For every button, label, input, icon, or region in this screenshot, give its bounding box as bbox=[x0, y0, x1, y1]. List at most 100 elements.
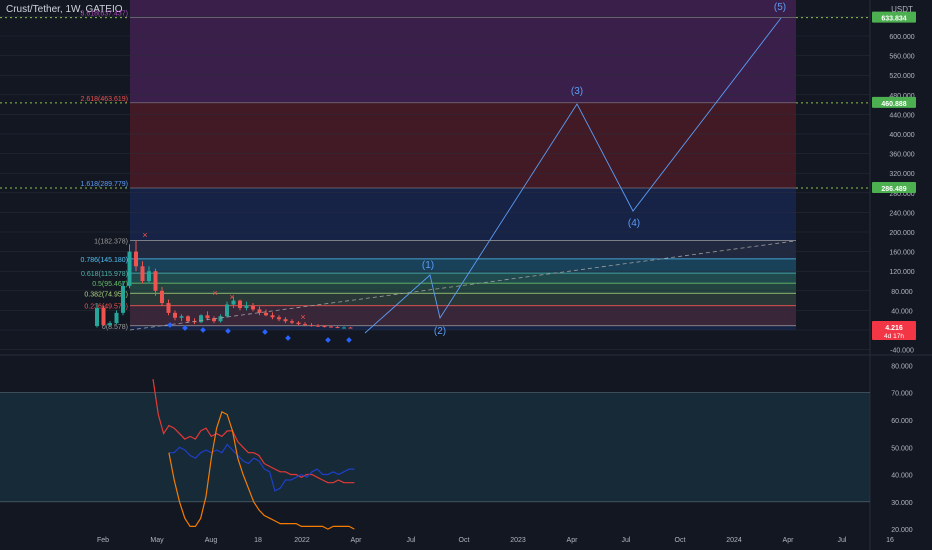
time-tick: Jul bbox=[622, 537, 631, 544]
sell-marker: × bbox=[229, 292, 234, 302]
band-red bbox=[130, 102, 796, 188]
sell-marker: × bbox=[212, 288, 217, 298]
time-tick: Apr bbox=[351, 537, 363, 544]
fib-level-label: 1(182.378) bbox=[94, 239, 128, 246]
fib-level-label: 0.786(145.180) bbox=[81, 257, 128, 264]
candle-body bbox=[290, 321, 294, 323]
candle-body bbox=[322, 326, 327, 328]
badge-current-bg bbox=[872, 320, 916, 340]
price-tick: 320.000 bbox=[889, 171, 914, 178]
osc-tick: 30.000 bbox=[891, 500, 913, 507]
retracement-band bbox=[130, 283, 796, 294]
wave-label: (1) bbox=[422, 260, 434, 271]
price-tick: 440.000 bbox=[889, 112, 914, 119]
candle-body bbox=[153, 271, 158, 291]
candle-body bbox=[134, 251, 138, 267]
osc-series bbox=[152, 379, 355, 484]
badge-level-5-bg bbox=[872, 11, 916, 23]
candle-body bbox=[179, 316, 184, 318]
candle-body bbox=[108, 323, 112, 326]
candle-body bbox=[270, 315, 275, 318]
candle-body bbox=[199, 315, 203, 323]
elliott-wave: (1) (2) (3) (4) (5) bbox=[364, 2, 786, 337]
fib-level-label: 0.618(115.978) bbox=[81, 271, 128, 278]
retracement-band bbox=[130, 305, 796, 326]
price-tick: 120.000 bbox=[889, 269, 914, 276]
buy-marker bbox=[285, 335, 291, 341]
osc-tick: 50.000 bbox=[891, 445, 913, 452]
buy-marker bbox=[325, 337, 331, 343]
time-tick: Jul bbox=[838, 537, 847, 544]
candle-body bbox=[101, 307, 106, 326]
time-tick: Aug bbox=[205, 537, 218, 544]
retracement-band bbox=[130, 273, 796, 284]
osc-tick: 20.000 bbox=[891, 527, 913, 534]
retracement-band bbox=[130, 240, 796, 259]
candle-body bbox=[173, 312, 177, 318]
candle-body bbox=[114, 312, 119, 324]
candle-body bbox=[303, 324, 307, 326]
retracement-band bbox=[130, 258, 796, 274]
candle-body bbox=[329, 326, 333, 328]
fib-extension-label: 1.618(289.779) bbox=[81, 181, 128, 188]
badge-countdown: 4d 17h bbox=[884, 333, 904, 340]
candle-body bbox=[251, 305, 255, 310]
badge-level-2-bg bbox=[872, 181, 916, 193]
candle-body bbox=[205, 315, 210, 319]
candle-body bbox=[147, 271, 151, 281]
candle-body bbox=[186, 316, 190, 322]
sell-marker: × bbox=[300, 312, 305, 322]
price-tick: 240.000 bbox=[889, 210, 914, 217]
candle-body bbox=[212, 318, 216, 322]
price-tick: 280.000 bbox=[889, 191, 914, 198]
wave-label: (4) bbox=[628, 218, 640, 229]
candle-body bbox=[296, 322, 301, 325]
time-tick: Apr bbox=[567, 537, 579, 544]
time-tick: 2024 bbox=[726, 537, 742, 544]
candle-body bbox=[140, 266, 145, 281]
candle-body bbox=[238, 300, 242, 308]
price-candles bbox=[95, 240, 797, 331]
buy-marker bbox=[346, 337, 352, 343]
fib-level-label: 0(8.578) bbox=[102, 324, 128, 331]
osc-tick: 80.000 bbox=[891, 363, 913, 370]
wave-path bbox=[364, 17, 782, 334]
fib-extension-bands bbox=[130, 0, 796, 330]
candle-body bbox=[283, 319, 288, 322]
price-tick: 200.000 bbox=[889, 230, 914, 237]
fib-level-label: 0.5(95.467) bbox=[92, 281, 128, 288]
candle-body bbox=[257, 309, 262, 313]
ticker-title: Crust/Tether, 1W, GATEIO bbox=[6, 4, 123, 15]
candle-body bbox=[160, 290, 164, 304]
time-axis: Feb May Aug 18 2022 Apr Jul Oct 2023 Apr Jul Oct 202… bbox=[97, 537, 894, 544]
buy-marker bbox=[225, 328, 231, 334]
currency-label: USDT bbox=[891, 5, 913, 14]
price-tick: 80.000 bbox=[891, 289, 913, 296]
wave-label: (5) bbox=[774, 2, 786, 13]
wave-label: (3) bbox=[571, 86, 583, 97]
time-tick: Jul bbox=[407, 537, 416, 544]
badge-level-3: 460.888 bbox=[881, 101, 906, 108]
price-tick: 560.000 bbox=[889, 54, 914, 61]
candle-body bbox=[166, 303, 171, 313]
candle-body bbox=[264, 312, 268, 316]
time-tick: Apr bbox=[783, 537, 795, 544]
wave-label: (2) bbox=[434, 326, 446, 337]
price-tick: 600.000 bbox=[889, 34, 914, 41]
fib-extension-label: 2.618(463.619) bbox=[81, 96, 128, 103]
osc-tick: 70.000 bbox=[891, 391, 913, 398]
price-tick: 160.000 bbox=[889, 250, 914, 257]
buy-marker bbox=[262, 329, 268, 335]
trade-markers: × × × × bbox=[142, 230, 352, 343]
candle-body bbox=[95, 307, 99, 327]
time-tick: 16 bbox=[886, 537, 894, 544]
candle-body bbox=[127, 251, 132, 286]
candle-body bbox=[335, 327, 340, 329]
candle-body bbox=[244, 305, 249, 308]
price-tick: 360.000 bbox=[889, 152, 914, 159]
candle-body bbox=[121, 285, 125, 313]
badge-level-5: 633.834 bbox=[881, 16, 906, 23]
badge-current: 4.216 bbox=[885, 325, 903, 332]
